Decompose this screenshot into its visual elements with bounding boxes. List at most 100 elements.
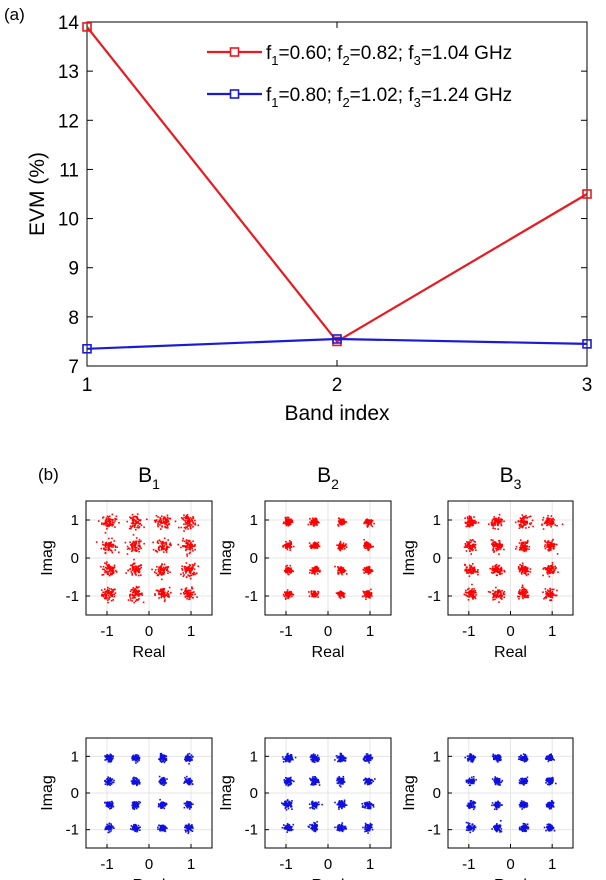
symbol-point <box>188 567 190 570</box>
symbol-point <box>289 759 292 762</box>
symbol-point <box>107 778 109 781</box>
symbol-point <box>311 595 313 598</box>
symbol-point <box>130 527 132 530</box>
symbol-point <box>520 524 523 526</box>
symbol-point <box>138 781 140 784</box>
symbol-point <box>342 595 344 597</box>
symbol-point <box>106 757 108 759</box>
symbol-point <box>162 829 165 832</box>
symbol-point <box>477 573 479 576</box>
symbol-point <box>162 759 165 762</box>
y-axis-label: Imag <box>39 775 56 811</box>
symbol-point <box>497 545 499 548</box>
symbol-point <box>189 826 191 829</box>
symbol-point <box>155 519 158 521</box>
symbol-point <box>551 594 554 596</box>
symbol-point <box>476 570 479 573</box>
symbol-point <box>529 571 532 573</box>
symbol-point <box>155 572 158 575</box>
symbol-point <box>525 592 527 595</box>
symbol-point <box>163 754 166 757</box>
symbol-point <box>154 569 157 571</box>
symbol-point <box>363 567 366 569</box>
symbol-point <box>135 807 138 810</box>
symbol-point <box>545 595 547 598</box>
symbol-point <box>113 595 116 598</box>
symbol-point <box>499 568 502 571</box>
symbol-point <box>314 822 317 825</box>
symbol-point <box>188 521 191 523</box>
x-axis-label: Real <box>133 877 166 880</box>
symbol-point <box>286 778 289 780</box>
symbol-point <box>289 544 291 546</box>
symbol-point <box>111 800 113 803</box>
symbol-point <box>285 826 288 828</box>
symbol-point <box>188 596 191 599</box>
symbol-point <box>138 757 141 760</box>
symbol-point <box>366 593 368 595</box>
symbol-point <box>498 548 500 551</box>
symbol-point <box>312 542 315 544</box>
symbol-point <box>131 593 134 596</box>
symbol-point <box>548 575 551 578</box>
symbol-point <box>108 548 111 550</box>
symbol-point <box>187 566 190 568</box>
symbol-point <box>289 549 291 551</box>
symbol-point <box>110 592 113 594</box>
symbol-point <box>474 568 476 571</box>
symbol-point <box>365 593 367 595</box>
symbol-point <box>156 551 159 553</box>
symbol-point <box>464 517 466 519</box>
symbol-point <box>470 570 472 572</box>
symbol-point <box>160 807 162 809</box>
symbol-point <box>544 539 546 542</box>
symbol-point <box>109 542 111 545</box>
symbol-point <box>363 546 366 549</box>
symbol-point <box>466 572 468 574</box>
symbol-point <box>495 547 497 550</box>
symbol-point <box>289 520 292 522</box>
symbol-point <box>131 517 133 519</box>
symbol-point <box>287 566 289 569</box>
symbol-point <box>105 801 108 804</box>
symbol-point <box>106 568 108 570</box>
symbol-point <box>290 753 292 756</box>
symbol-point <box>163 591 165 594</box>
symbol-point <box>522 590 525 593</box>
symbol-point <box>293 780 295 783</box>
symbol-point <box>146 518 148 521</box>
symbol-point <box>548 571 551 573</box>
symbol-point <box>133 591 136 593</box>
symbol-point <box>106 802 109 804</box>
symbol-point <box>546 569 549 572</box>
symbol-point <box>186 825 189 827</box>
symbol-point <box>284 803 287 805</box>
symbol-point <box>496 590 499 593</box>
symbol-point <box>365 598 367 601</box>
symbol-point <box>132 780 134 783</box>
symbol-point <box>491 519 494 521</box>
symbol-point <box>285 802 288 805</box>
symbol-point <box>160 528 162 530</box>
symbol-point <box>190 805 192 807</box>
symbol-point <box>118 521 120 524</box>
symbol-point <box>370 523 372 526</box>
symbol-point <box>311 567 314 569</box>
symbol-point <box>163 594 166 596</box>
symbol-point <box>131 546 133 549</box>
symbol-point <box>158 824 160 827</box>
symbol-point <box>472 549 474 551</box>
series-1-point <box>82 22 92 32</box>
symbol-point <box>314 825 316 827</box>
symbol-point <box>503 596 506 599</box>
symbol-point <box>187 522 190 524</box>
symbol-point <box>137 827 139 830</box>
symbol-point <box>139 540 142 543</box>
symbol-point <box>134 801 136 804</box>
symbol-point <box>523 591 526 594</box>
symbol-point <box>315 517 318 520</box>
symbol-point <box>154 521 157 523</box>
symbol-point <box>549 521 552 523</box>
symbol-point <box>184 516 187 518</box>
